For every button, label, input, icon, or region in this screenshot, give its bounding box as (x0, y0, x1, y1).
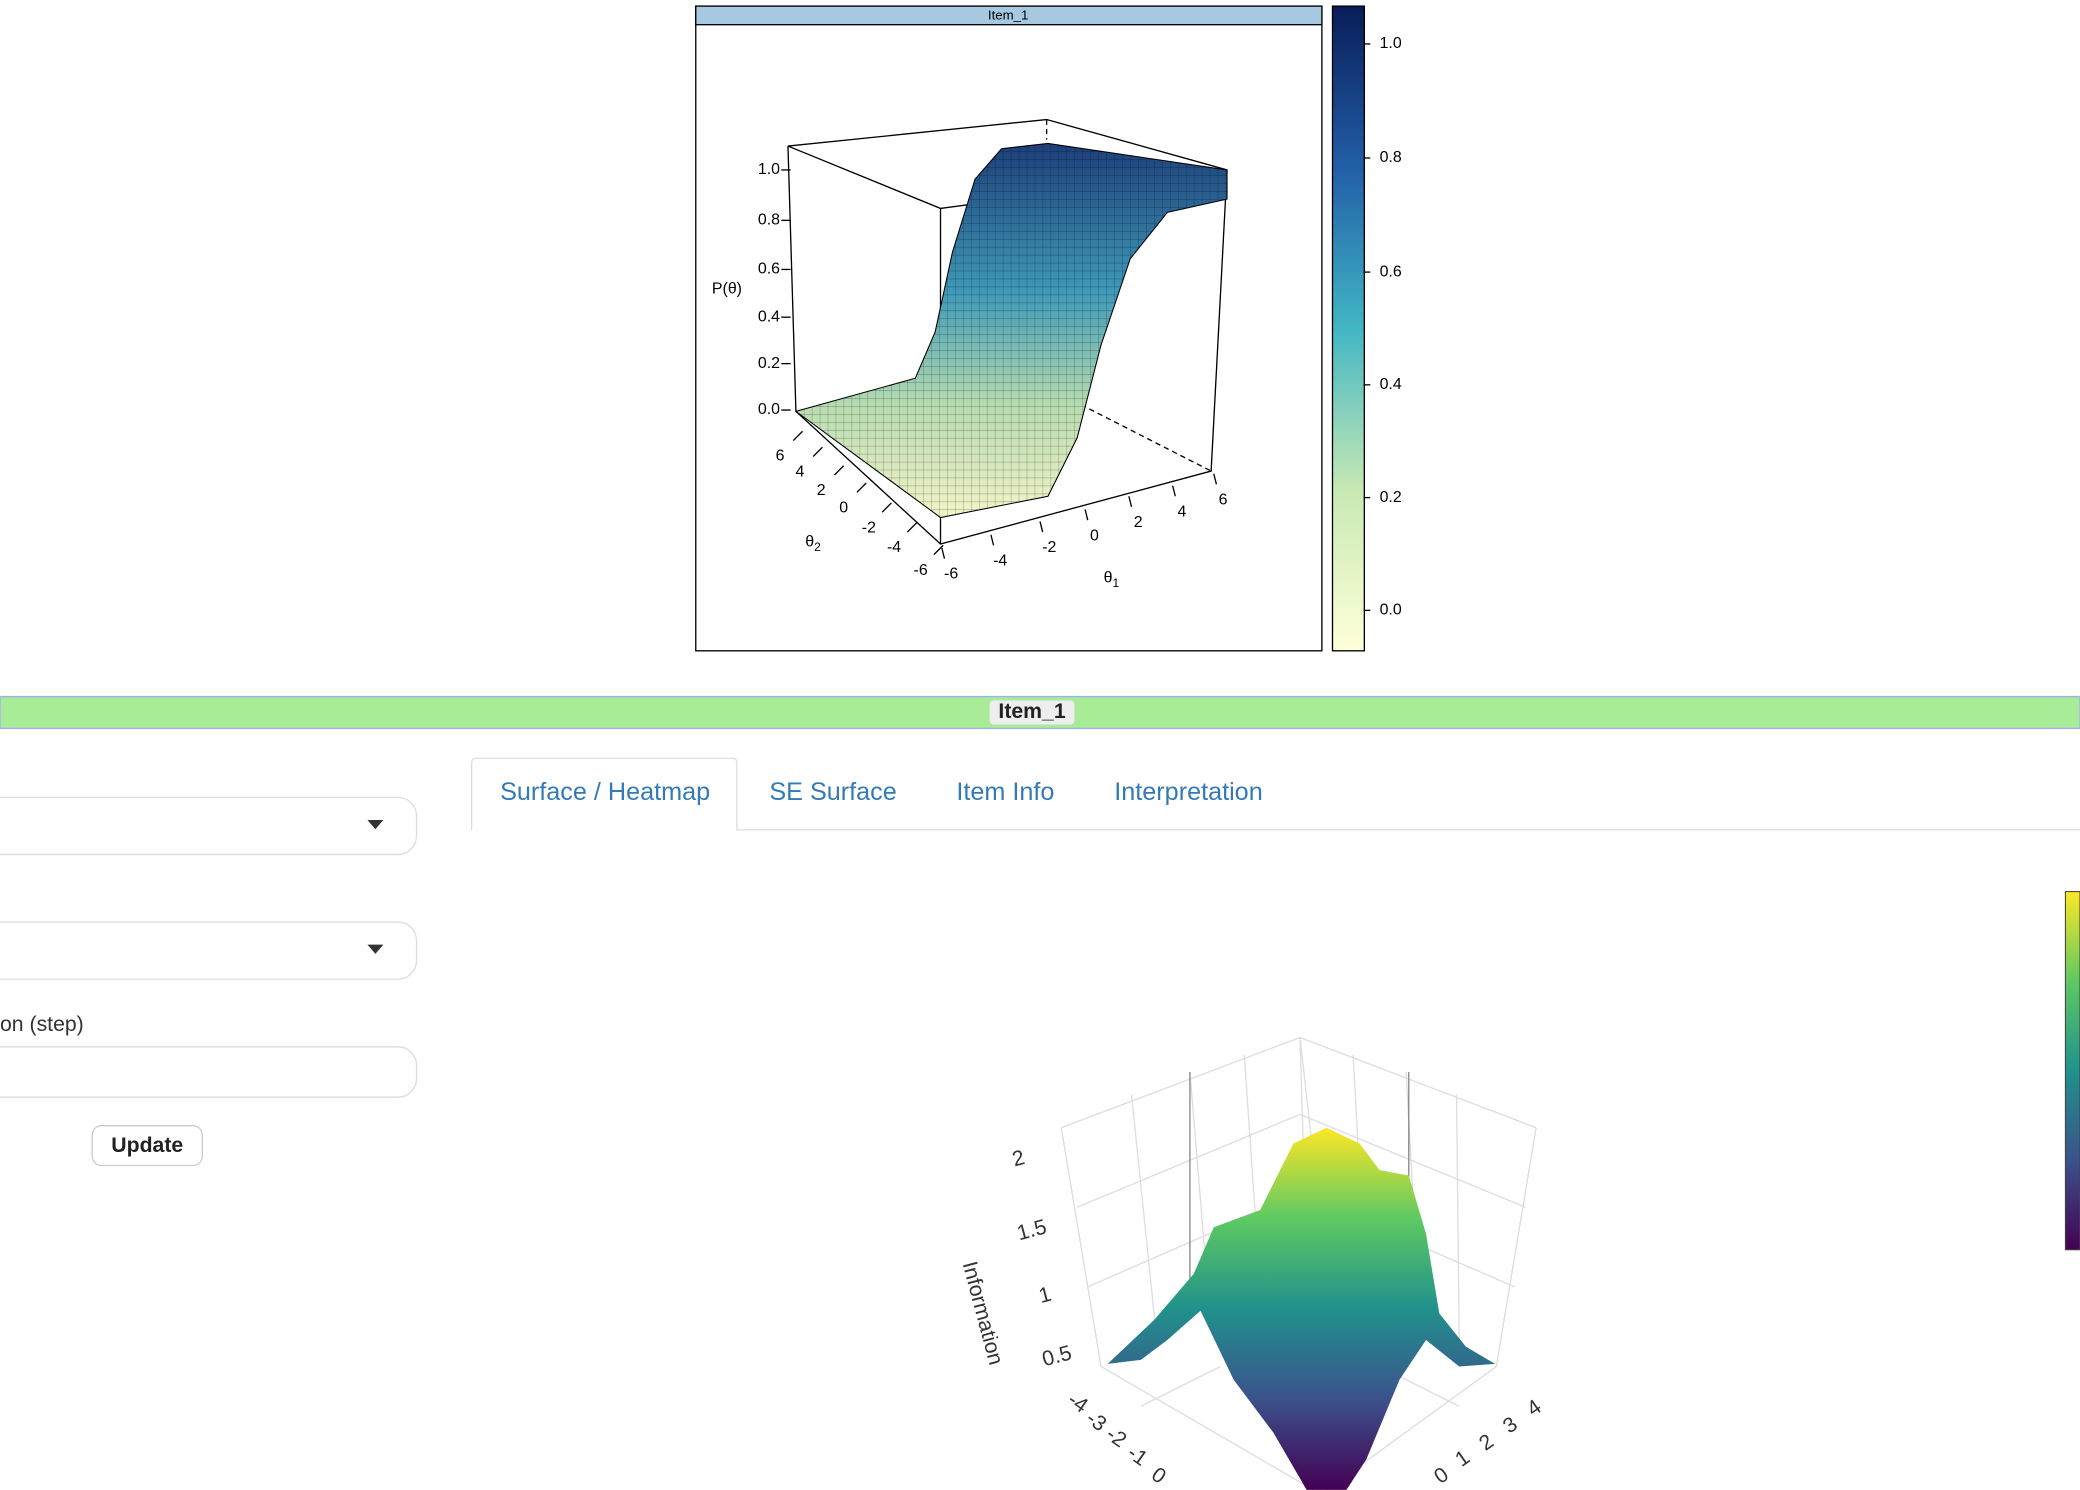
x-tick (1039, 521, 1044, 533)
tabs: Surface / Heatmap SE Surface Item Info Inte… (470, 757, 2080, 831)
y-tick (812, 446, 823, 457)
tab-label[interactable]: SE Surface (769, 778, 896, 806)
select[interactable] (0, 796, 418, 856)
top-plot: Item_1 P(θ) 0.00.20.40.60.81.0-6-4-20246… (695, 5, 1402, 652)
right-tick-label: 4 (1523, 1395, 1546, 1421)
left-tick-label: 0 (1147, 1463, 1170, 1489)
y-label: θ2 (805, 534, 821, 554)
left-tick-label: -3 (1082, 1407, 1111, 1437)
y-tick-label: 6 (776, 448, 785, 465)
z-tick-label: 1.5 (1015, 1215, 1049, 1245)
tab-label[interactable]: Surface / Heatmap (500, 778, 710, 806)
x-label: θ1 (1104, 570, 1120, 590)
z-tick-label: 1.0 (758, 161, 780, 178)
y-tick-label: -2 (862, 519, 876, 536)
z-label: P(θ) (712, 281, 742, 298)
colorbar (1331, 5, 1365, 652)
left-tick-label: -1 (1123, 1441, 1152, 1471)
dropdown-arrow (367, 819, 384, 830)
input[interactable] (0, 1046, 418, 1098)
right-tick-label: 1 (1451, 1446, 1474, 1472)
surface-mesh (795, 143, 1228, 518)
z-tick-label: 0.2 (758, 355, 780, 372)
x-tick (1128, 496, 1133, 508)
y-tick-label: -6 (914, 562, 928, 579)
colorbar (2064, 891, 2080, 1251)
item-badge (989, 700, 1075, 725)
y-tick (792, 430, 804, 442)
y-tick (906, 522, 918, 533)
x-tick-label: 4 (1178, 503, 1187, 520)
x-tick (941, 547, 946, 559)
strip-label: Item_1 (988, 8, 1029, 23)
x-tick (1213, 473, 1218, 485)
input-label: on (step) (0, 1013, 84, 1036)
y-tick (933, 544, 944, 556)
surface (1107, 1127, 1495, 1490)
x-tick-label: 6 (1219, 491, 1228, 508)
left-tick-label: -2 (1102, 1423, 1131, 1453)
sidebar: on (step) Update (0, 796, 418, 1167)
z-tick-label: 0.0 (758, 401, 780, 418)
select[interactable] (0, 921, 418, 980)
z-tick-label: 1 (1036, 1283, 1053, 1308)
z-tick-label: 0.8 (758, 212, 780, 229)
x-tick (990, 534, 995, 546)
strip (695, 5, 1323, 26)
x-tick-label: -4 (993, 552, 1007, 569)
x-tick-label: 2 (1134, 514, 1143, 531)
colorbar-tick-label: 1.0 (1380, 35, 1402, 52)
right-tick-label: 0 (1430, 1463, 1453, 1489)
colorbar-tick-label: 0.8 (1380, 149, 1402, 166)
x-tick-label: -6 (944, 566, 958, 583)
colorbar-tick-label: 0.2 (1380, 489, 1402, 506)
right-tick-label: 3 (1499, 1413, 1522, 1439)
dropdown-arrow (367, 944, 384, 954)
y-tick-label: 0 (839, 499, 848, 516)
x-tick (1172, 485, 1176, 497)
active-tab[interactable] (470, 757, 738, 831)
z-label: Information (958, 1259, 1008, 1367)
colorbar-tick-label: 0.4 (1380, 376, 1402, 393)
tab-label[interactable]: Item Info (956, 778, 1054, 806)
y-tick (856, 482, 867, 493)
left-tick-label: -4 (1063, 1388, 1092, 1418)
button-label[interactable]: Update (111, 1134, 183, 1157)
y-tick-label: -4 (887, 539, 901, 556)
x-tick (1084, 509, 1089, 521)
colorbar-tick-label: 0.0 (1380, 602, 1402, 619)
colorbar-tick-label: 0.6 (1380, 263, 1402, 280)
y-tick (833, 465, 845, 476)
update-button[interactable] (91, 1125, 203, 1167)
y-tick (881, 502, 892, 513)
item-bar-label: Item_1 (998, 700, 1065, 723)
z-tick-label: 0.4 (758, 308, 780, 325)
right-tick-label: 2 (1475, 1430, 1498, 1456)
z-tick-label: 2 (1010, 1146, 1027, 1171)
y-tick-label: 2 (817, 482, 826, 499)
y-tick-label: 4 (795, 464, 804, 481)
x-tick-label: 0 (1090, 527, 1099, 544)
z-tick-label: 0.6 (758, 261, 780, 278)
x-tick-label: -2 (1042, 539, 1056, 556)
z-tick-label: 0.5 (1040, 1341, 1074, 1371)
tab-label[interactable]: Interpretation (1114, 778, 1262, 806)
